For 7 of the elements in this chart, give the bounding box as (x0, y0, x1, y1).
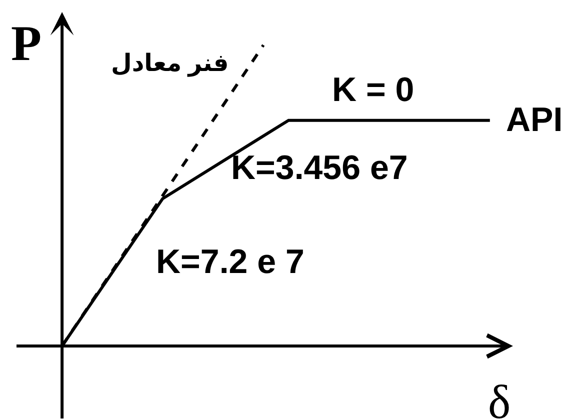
y-axis-title: P (11, 15, 42, 71)
annotation: K=7.2 e 7 (156, 243, 304, 281)
annotation: K=3.456 e7 (231, 149, 408, 187)
x-axis-title: δ (488, 376, 511, 420)
series-label: فنر معادل (111, 50, 229, 77)
series-label: API (506, 101, 563, 139)
annotation: K = 0 (332, 71, 414, 109)
